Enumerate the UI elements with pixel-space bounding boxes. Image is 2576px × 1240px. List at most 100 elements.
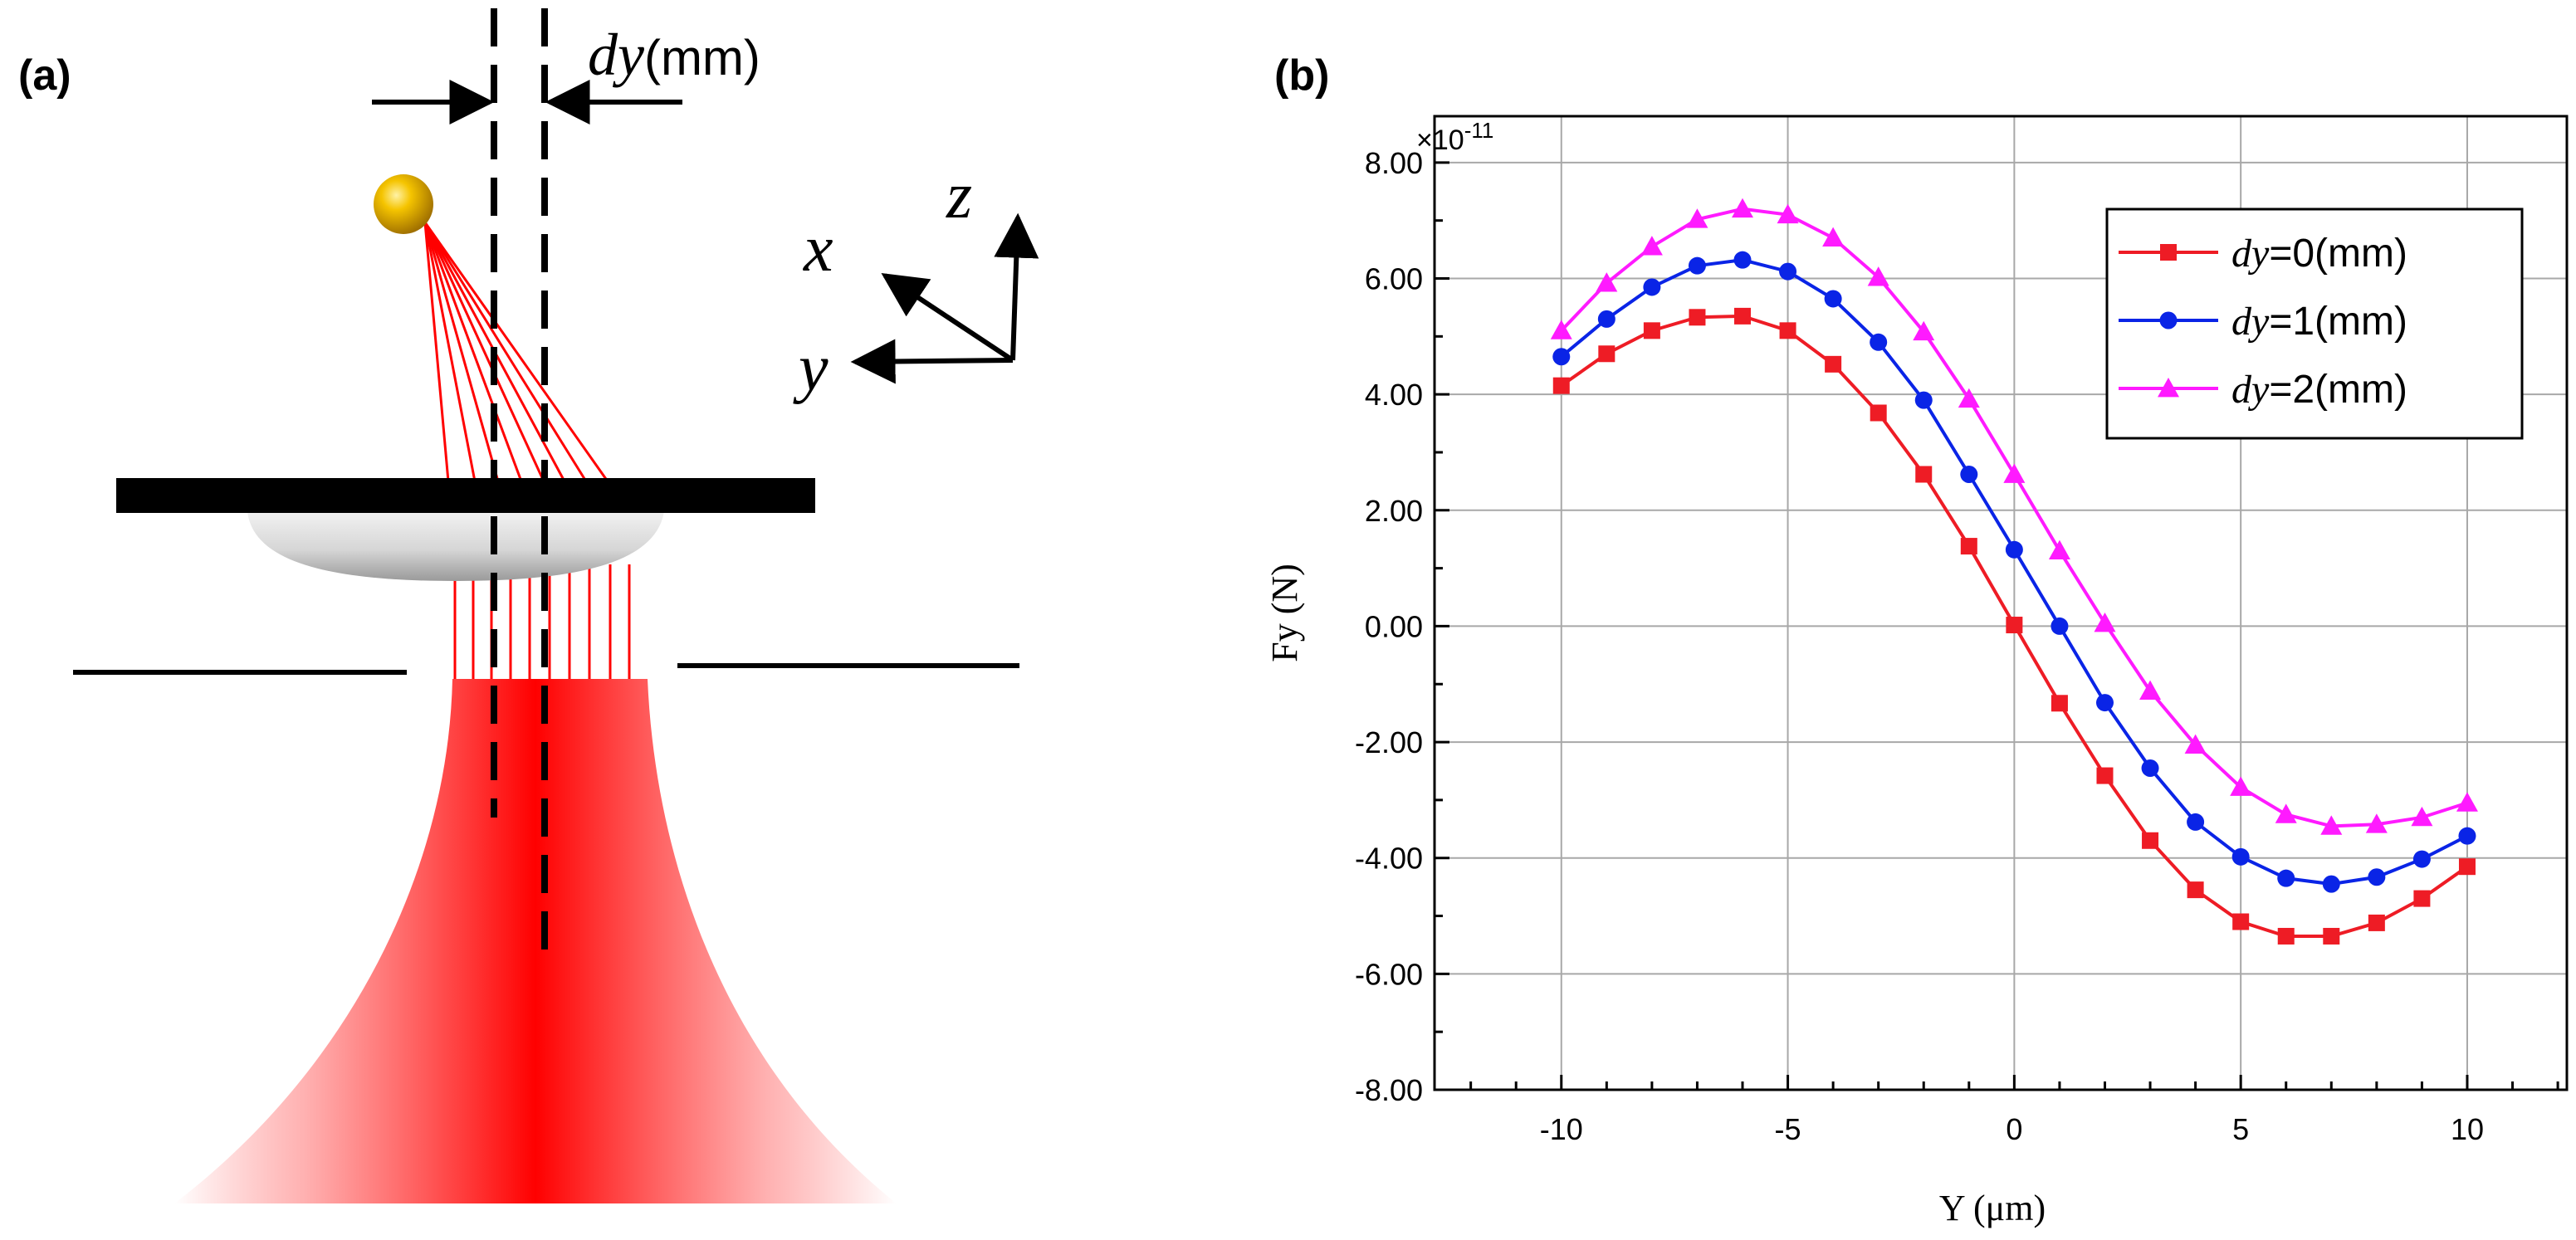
data-point-triangle (1550, 320, 1572, 339)
data-point-triangle (1640, 236, 1663, 256)
y-tick-label: 6.00 (1365, 262, 1423, 296)
data-point-circle (2277, 869, 2295, 887)
x-tick-label: 5 (2232, 1112, 2249, 1146)
x-tick-label: -5 (1775, 1112, 1801, 1146)
data-point-circle (1914, 391, 1933, 409)
axis-y-label: y (793, 332, 829, 405)
legend-label: dy=0(mm) (2231, 232, 2407, 276)
x-axis-title: Y (μm) (1939, 1188, 2046, 1228)
data-point-square (2096, 767, 2114, 784)
plate (116, 478, 815, 513)
y-axis-title: Fy (N) (1264, 564, 1305, 662)
panel-a-label: (a) (18, 51, 71, 100)
axis-z-label: z (946, 159, 972, 232)
data-point-square (1825, 355, 1842, 373)
data-point-square (2458, 858, 2476, 876)
data-point-circle (1552, 348, 1571, 366)
data-point-triangle (2365, 813, 2388, 833)
particle (374, 174, 433, 234)
y-tick-label: 8.00 (1365, 146, 1423, 180)
legend-label: dy=1(mm) (2231, 300, 2407, 344)
data-point-square (1734, 307, 1752, 325)
data-point-circle (1597, 310, 1615, 328)
panel-a: (a) (18, 8, 1039, 1203)
data-point-square (1915, 466, 1933, 483)
data-point-triangle (2003, 463, 2026, 483)
data-point-triangle (1686, 208, 1708, 228)
data-point-circle (2005, 540, 2023, 559)
data-point-triangle (2094, 612, 2116, 632)
data-point-triangle (2139, 680, 2162, 701)
data-point-circle (1733, 251, 1752, 269)
y-tick-label: 2.00 (1365, 494, 1423, 528)
panel-b: (b) ×10-11 -10 -5 0 5 10 8.00 6.00 4.00 2.00 0.00… (1264, 51, 2569, 1228)
data-point-triangle (1913, 320, 1935, 341)
data-point-square (2051, 695, 2068, 712)
data-point-square (1870, 404, 1887, 422)
legend-label: dy=2(mm) (2231, 368, 2407, 412)
data-point-square (2142, 832, 2159, 849)
data-point-square (2187, 881, 2204, 899)
data-point-triangle (2230, 776, 2252, 796)
y-tick-label: 4.00 (1365, 378, 1423, 412)
data-point-square (1643, 322, 1660, 339)
x-tick-label: 0 (2006, 1112, 2022, 1146)
data-point-circle (1960, 465, 1978, 483)
y-tick-label: -4.00 (1355, 842, 1423, 876)
plot-frame (1433, 115, 2569, 1091)
panel-b-label: (b) (1274, 51, 1329, 100)
lens (247, 511, 664, 581)
data-point-triangle (1958, 388, 1980, 408)
data-point-circle (2095, 694, 2114, 712)
data-point-circle (1779, 262, 1797, 281)
plot-area: -10 -5 0 5 10 8.00 6.00 4.00 2.00 0.00 -2.00 -4.00 -… (1264, 115, 2569, 1228)
scattered-rays (423, 222, 609, 482)
data-point-triangle (2411, 806, 2433, 827)
data-point-square (2277, 927, 2295, 945)
data-point-circle (2322, 875, 2340, 893)
data-point-circle (2051, 617, 2069, 635)
data-point-square (2368, 914, 2385, 931)
data-point-square (1552, 377, 1570, 394)
series-2 (1550, 198, 2478, 835)
data-point-square (2323, 927, 2340, 945)
y-tick-label: -6.00 (1355, 957, 1423, 991)
data-point-circle (1643, 278, 1661, 296)
x-tick-label: -10 (1540, 1112, 1583, 1146)
data-point-triangle (2184, 734, 2207, 754)
y-tick-label: -2.00 (1355, 725, 1423, 759)
data-point-square (2006, 617, 2023, 634)
laser-beam (174, 679, 897, 1203)
axis-x-label: x (803, 212, 833, 286)
data-point-circle (1870, 333, 1888, 351)
y-multiplier: ×10-11 (1416, 118, 1493, 156)
data-point-circle (2458, 827, 2476, 845)
coordinate-triad: z x y (793, 159, 1039, 405)
data-point-square (2413, 890, 2431, 907)
y-tick-label: 0.00 (1365, 609, 1423, 643)
data-point-circle (2141, 759, 2159, 777)
data-point-circle (1824, 290, 1842, 308)
data-point-triangle (2048, 539, 2070, 560)
series-0 (1552, 307, 2476, 945)
data-point-triangle (1867, 266, 1889, 286)
data-point-triangle (1596, 272, 1618, 292)
data-point-square (1960, 538, 1977, 555)
data-point-circle (2368, 868, 2386, 886)
data-point-triangle (1732, 198, 1754, 218)
data-point-triangle (2320, 815, 2343, 835)
data-point-square (1689, 309, 1706, 326)
dy-label: dy(mm) (588, 22, 760, 88)
data-point-circle (2231, 847, 2250, 866)
data-point-triangle (2275, 803, 2297, 823)
data-point-square (1779, 322, 1796, 339)
legend: dy=0(mm) dy=1(mm) dy=2(mm) (2105, 207, 2524, 440)
x-tick-label: 10 (2451, 1112, 2484, 1146)
data-point-circle (2187, 813, 2205, 831)
data-point-circle (1688, 256, 1706, 275)
data-point-square (1598, 345, 1615, 363)
data-point-triangle (2456, 792, 2478, 812)
data-point-triangle (1777, 203, 1799, 224)
y-tick-label: -8.00 (1355, 1073, 1423, 1107)
